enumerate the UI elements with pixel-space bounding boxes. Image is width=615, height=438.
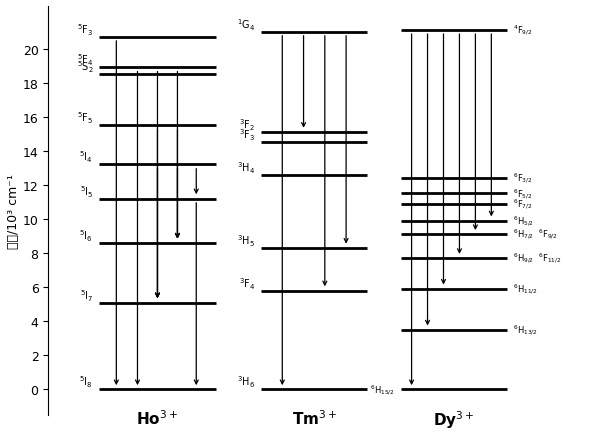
Text: $^6$H$_{13/2}$: $^6$H$_{13/2}$	[513, 323, 538, 337]
Text: Dy$^{3+}$: Dy$^{3+}$	[434, 408, 475, 430]
Text: $^6$F$_{7/2}$: $^6$F$_{7/2}$	[513, 197, 533, 211]
Y-axis label: 能量/10³ cm⁻¹: 能量/10³ cm⁻¹	[7, 173, 20, 248]
Text: $^5$I$_7$: $^5$I$_7$	[79, 287, 93, 303]
Text: $^1$G$_4$: $^1$G$_4$	[237, 17, 255, 32]
Text: $^3$F$_4$: $^3$F$_4$	[239, 276, 255, 291]
Text: $^3$H$_6$: $^3$H$_6$	[237, 374, 255, 389]
Text: $^3$F$_2$: $^3$F$_2$	[239, 117, 255, 133]
Text: $^6$H$_{11/2}$: $^6$H$_{11/2}$	[513, 282, 538, 296]
Text: $^6$H$_{7/2}$  $^6$F$_{9/2}$: $^6$H$_{7/2}$ $^6$F$_{9/2}$	[513, 228, 558, 242]
Text: $^6$F$_{5/2}$: $^6$F$_{5/2}$	[513, 187, 533, 201]
Text: $^5$F$_3$: $^5$F$_3$	[77, 22, 93, 38]
Text: $^4$F$_{9/2}$: $^4$F$_{9/2}$	[513, 24, 533, 38]
Text: $^5$I$_5$: $^5$I$_5$	[79, 184, 93, 199]
Text: $^5$S$_2$: $^5$S$_2$	[76, 60, 93, 75]
Text: $^5$I$_4$: $^5$I$_4$	[79, 149, 93, 165]
Text: $^5$F$_4$: $^5$F$_4$	[77, 53, 93, 68]
Text: Tm$^{3+}$: Tm$^{3+}$	[292, 408, 337, 427]
Text: $^3$H$_4$: $^3$H$_4$	[237, 160, 255, 175]
Text: $^5$F$_5$: $^5$F$_5$	[77, 110, 93, 126]
Text: Ho$^{3+}$: Ho$^{3+}$	[137, 408, 178, 427]
Text: $^3$F$_3$: $^3$F$_3$	[239, 127, 255, 143]
Text: $^3$H$_5$: $^3$H$_5$	[237, 233, 255, 248]
Text: $^5$I$_8$: $^5$I$_8$	[79, 374, 93, 389]
Text: $^6$H$_{15/2}$: $^6$H$_{15/2}$	[370, 382, 395, 397]
Text: $^6$H$_{9/2}$  $^6$F$_{11/2}$: $^6$H$_{9/2}$ $^6$F$_{11/2}$	[513, 251, 561, 266]
Text: $^5$I$_6$: $^5$I$_6$	[79, 228, 93, 243]
Text: $^6$H$_{5/2}$: $^6$H$_{5/2}$	[513, 214, 534, 228]
Text: $^6$F$_{3/2}$: $^6$F$_{3/2}$	[513, 172, 533, 186]
